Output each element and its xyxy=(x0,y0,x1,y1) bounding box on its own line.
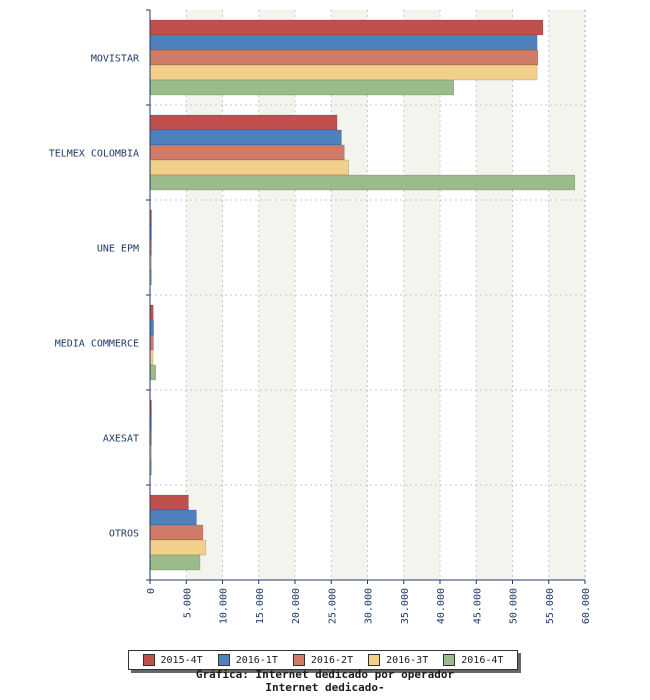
x-tick-label: 5.000 xyxy=(182,588,193,618)
legend-label: 2016-2T xyxy=(310,654,354,666)
legend-item: 2016-2T xyxy=(292,654,354,666)
bar xyxy=(149,159,349,176)
legend-swatch xyxy=(368,654,381,666)
bar xyxy=(149,334,154,351)
bar xyxy=(149,509,197,526)
category-labels: MOVISTAR TELMEX COLOMBIA UNE EPM MEDIA COMM… xyxy=(49,54,140,540)
bar xyxy=(149,49,539,66)
category-label: AXESAT xyxy=(103,434,139,445)
x-tick-label: 40.000 xyxy=(436,588,447,624)
bar xyxy=(149,19,544,36)
legend-swatch xyxy=(142,654,155,666)
legend-label: 2016-4T xyxy=(461,654,504,666)
category-label: MOVISTAR xyxy=(91,54,140,65)
bar xyxy=(149,174,576,191)
category-label: UNE EPM xyxy=(97,244,139,255)
legend-label: 2016-1T xyxy=(235,654,278,666)
category-label: MEDIA COMMERCE xyxy=(55,339,139,350)
x-tick-label: 0 xyxy=(146,588,157,594)
legend-swatch xyxy=(292,654,305,666)
x-tick-label: 10.000 xyxy=(219,588,230,624)
bar xyxy=(149,129,342,146)
bar xyxy=(149,144,345,161)
bar xyxy=(149,319,154,336)
legend-item: 2016-3T xyxy=(368,654,428,666)
x-tick-label: 45.000 xyxy=(472,588,483,624)
bar xyxy=(149,524,204,541)
x-tick-label: 60.000 xyxy=(581,588,592,624)
bar xyxy=(149,539,207,556)
bar xyxy=(149,364,157,381)
category-label: OTROS xyxy=(109,529,139,540)
bar xyxy=(149,494,189,511)
legend-label: 2015-4T xyxy=(160,654,203,666)
bars xyxy=(149,19,576,571)
category-label: TELMEX COLOMBIA xyxy=(49,149,139,160)
x-tick-label: 20.000 xyxy=(291,588,302,624)
legend-item: 2015-4T xyxy=(142,654,203,666)
bar xyxy=(149,34,538,51)
x-tick-label: 15.000 xyxy=(255,588,266,624)
x-tick-label: 30.000 xyxy=(364,588,375,624)
legend-label: 2016-3T xyxy=(386,654,429,666)
legend-item: 2016-4T xyxy=(443,654,503,666)
x-tick-label: 50.000 xyxy=(509,588,520,624)
legend-swatch xyxy=(217,654,230,666)
legend: 2015-4T 2016-1T 2016-2T 2016-3T 2016-4T xyxy=(128,650,518,670)
legend-swatch xyxy=(443,654,456,666)
chart-caption: Gráfica: Internet dedicado por operador xyxy=(195,668,455,681)
grid-lines xyxy=(150,10,586,580)
bar xyxy=(149,554,201,571)
legend-item: 2016-1T xyxy=(217,654,278,666)
x-tick-labels: 0 5.000 10.000 15.000 20.000 25.000 30.000 35.0… xyxy=(146,588,592,624)
x-tick-label: 35.000 xyxy=(400,588,411,624)
bar xyxy=(149,114,338,131)
x-tick-label: 55.000 xyxy=(545,588,556,624)
x-tick-label: 25.000 xyxy=(327,588,338,624)
axes xyxy=(146,9,586,584)
bar xyxy=(149,64,538,81)
chart-caption-subtitle: Internet dedicado- xyxy=(265,681,385,694)
bar xyxy=(149,79,455,96)
